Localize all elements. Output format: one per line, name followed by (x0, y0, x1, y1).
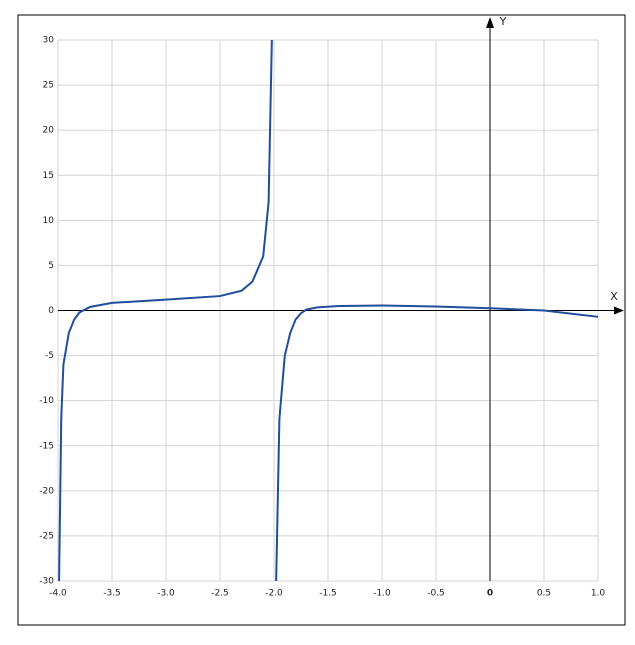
x-tick-label: -2.0 (265, 589, 283, 599)
x-tick-label: -1.5 (319, 589, 337, 599)
x-tick-label: -2.5 (211, 589, 229, 599)
y-tick-label: 5 (48, 261, 54, 271)
x-axis-label: X (610, 290, 618, 303)
y-axis-label: Y (499, 15, 507, 28)
y-tick-label: -10 (39, 396, 54, 406)
x-tick-label: -3.0 (157, 589, 175, 599)
x-axis-arrow (614, 306, 624, 315)
line (58, 39, 599, 582)
y-tick-label: 10 (43, 216, 55, 226)
y-tick-label: -30 (39, 577, 54, 587)
y-tick-label: -20 (39, 486, 54, 496)
y-tick-label: 30 (43, 36, 55, 46)
x-tick-label: -1.0 (373, 589, 391, 599)
x-tick-label: -3.5 (103, 589, 121, 599)
y-tick-label: 0 (48, 306, 54, 316)
y-tick-label: 15 (43, 171, 54, 181)
x-tick-label: 0 (487, 589, 493, 599)
x-tick-label: 1.0 (591, 589, 606, 599)
x-tick-label: -0.5 (427, 589, 445, 599)
x-tick-label: -4.0 (49, 589, 67, 599)
y-axis-arrow (486, 17, 494, 28)
y-tick-label: -25 (39, 531, 54, 541)
x-tick-label: 0.5 (537, 589, 551, 599)
frame (17, 14, 626, 626)
y-tick-label: 25 (43, 81, 54, 91)
y-tick-label: -5 (45, 351, 54, 361)
y-tick-label: 20 (43, 126, 55, 136)
y-tick-label: -15 (39, 441, 54, 451)
